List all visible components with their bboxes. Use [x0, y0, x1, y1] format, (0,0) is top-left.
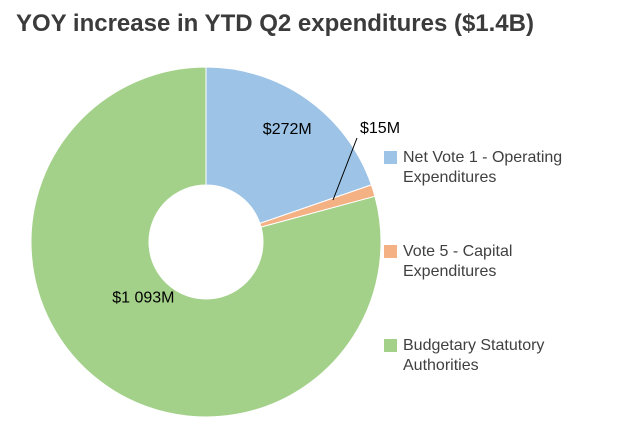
legend-item: Vote 5 - Capital Expenditures	[384, 242, 598, 282]
pie-slice-2	[30, 66, 382, 418]
leader-line	[332, 137, 358, 201]
slice-value-label: $272M	[263, 121, 312, 138]
pie-slice-0	[205, 66, 373, 225]
legend-label: Net Vote 1 - Operating Expenditures	[403, 149, 563, 186]
legend-swatch	[384, 245, 397, 258]
chart-legend: Net Vote 1 - Operating Expenditures Vote …	[384, 148, 598, 430]
legend-item: Net Vote 1 - Operating Expenditures	[384, 148, 598, 188]
slice-value-label: $1 093M	[112, 289, 174, 306]
legend-item: Budgetary Statutory Authorities	[384, 336, 598, 376]
legend-label: Budgetary Statutory Authorities	[403, 337, 545, 374]
slice-value-label: $15M	[360, 120, 400, 137]
chart-title: YOY increase in YTD Q2 expenditures ($1.…	[16, 10, 534, 37]
legend-label: Vote 5 - Capital Expenditures	[403, 243, 513, 280]
legend-swatch	[384, 151, 397, 164]
legend-swatch	[384, 339, 397, 352]
